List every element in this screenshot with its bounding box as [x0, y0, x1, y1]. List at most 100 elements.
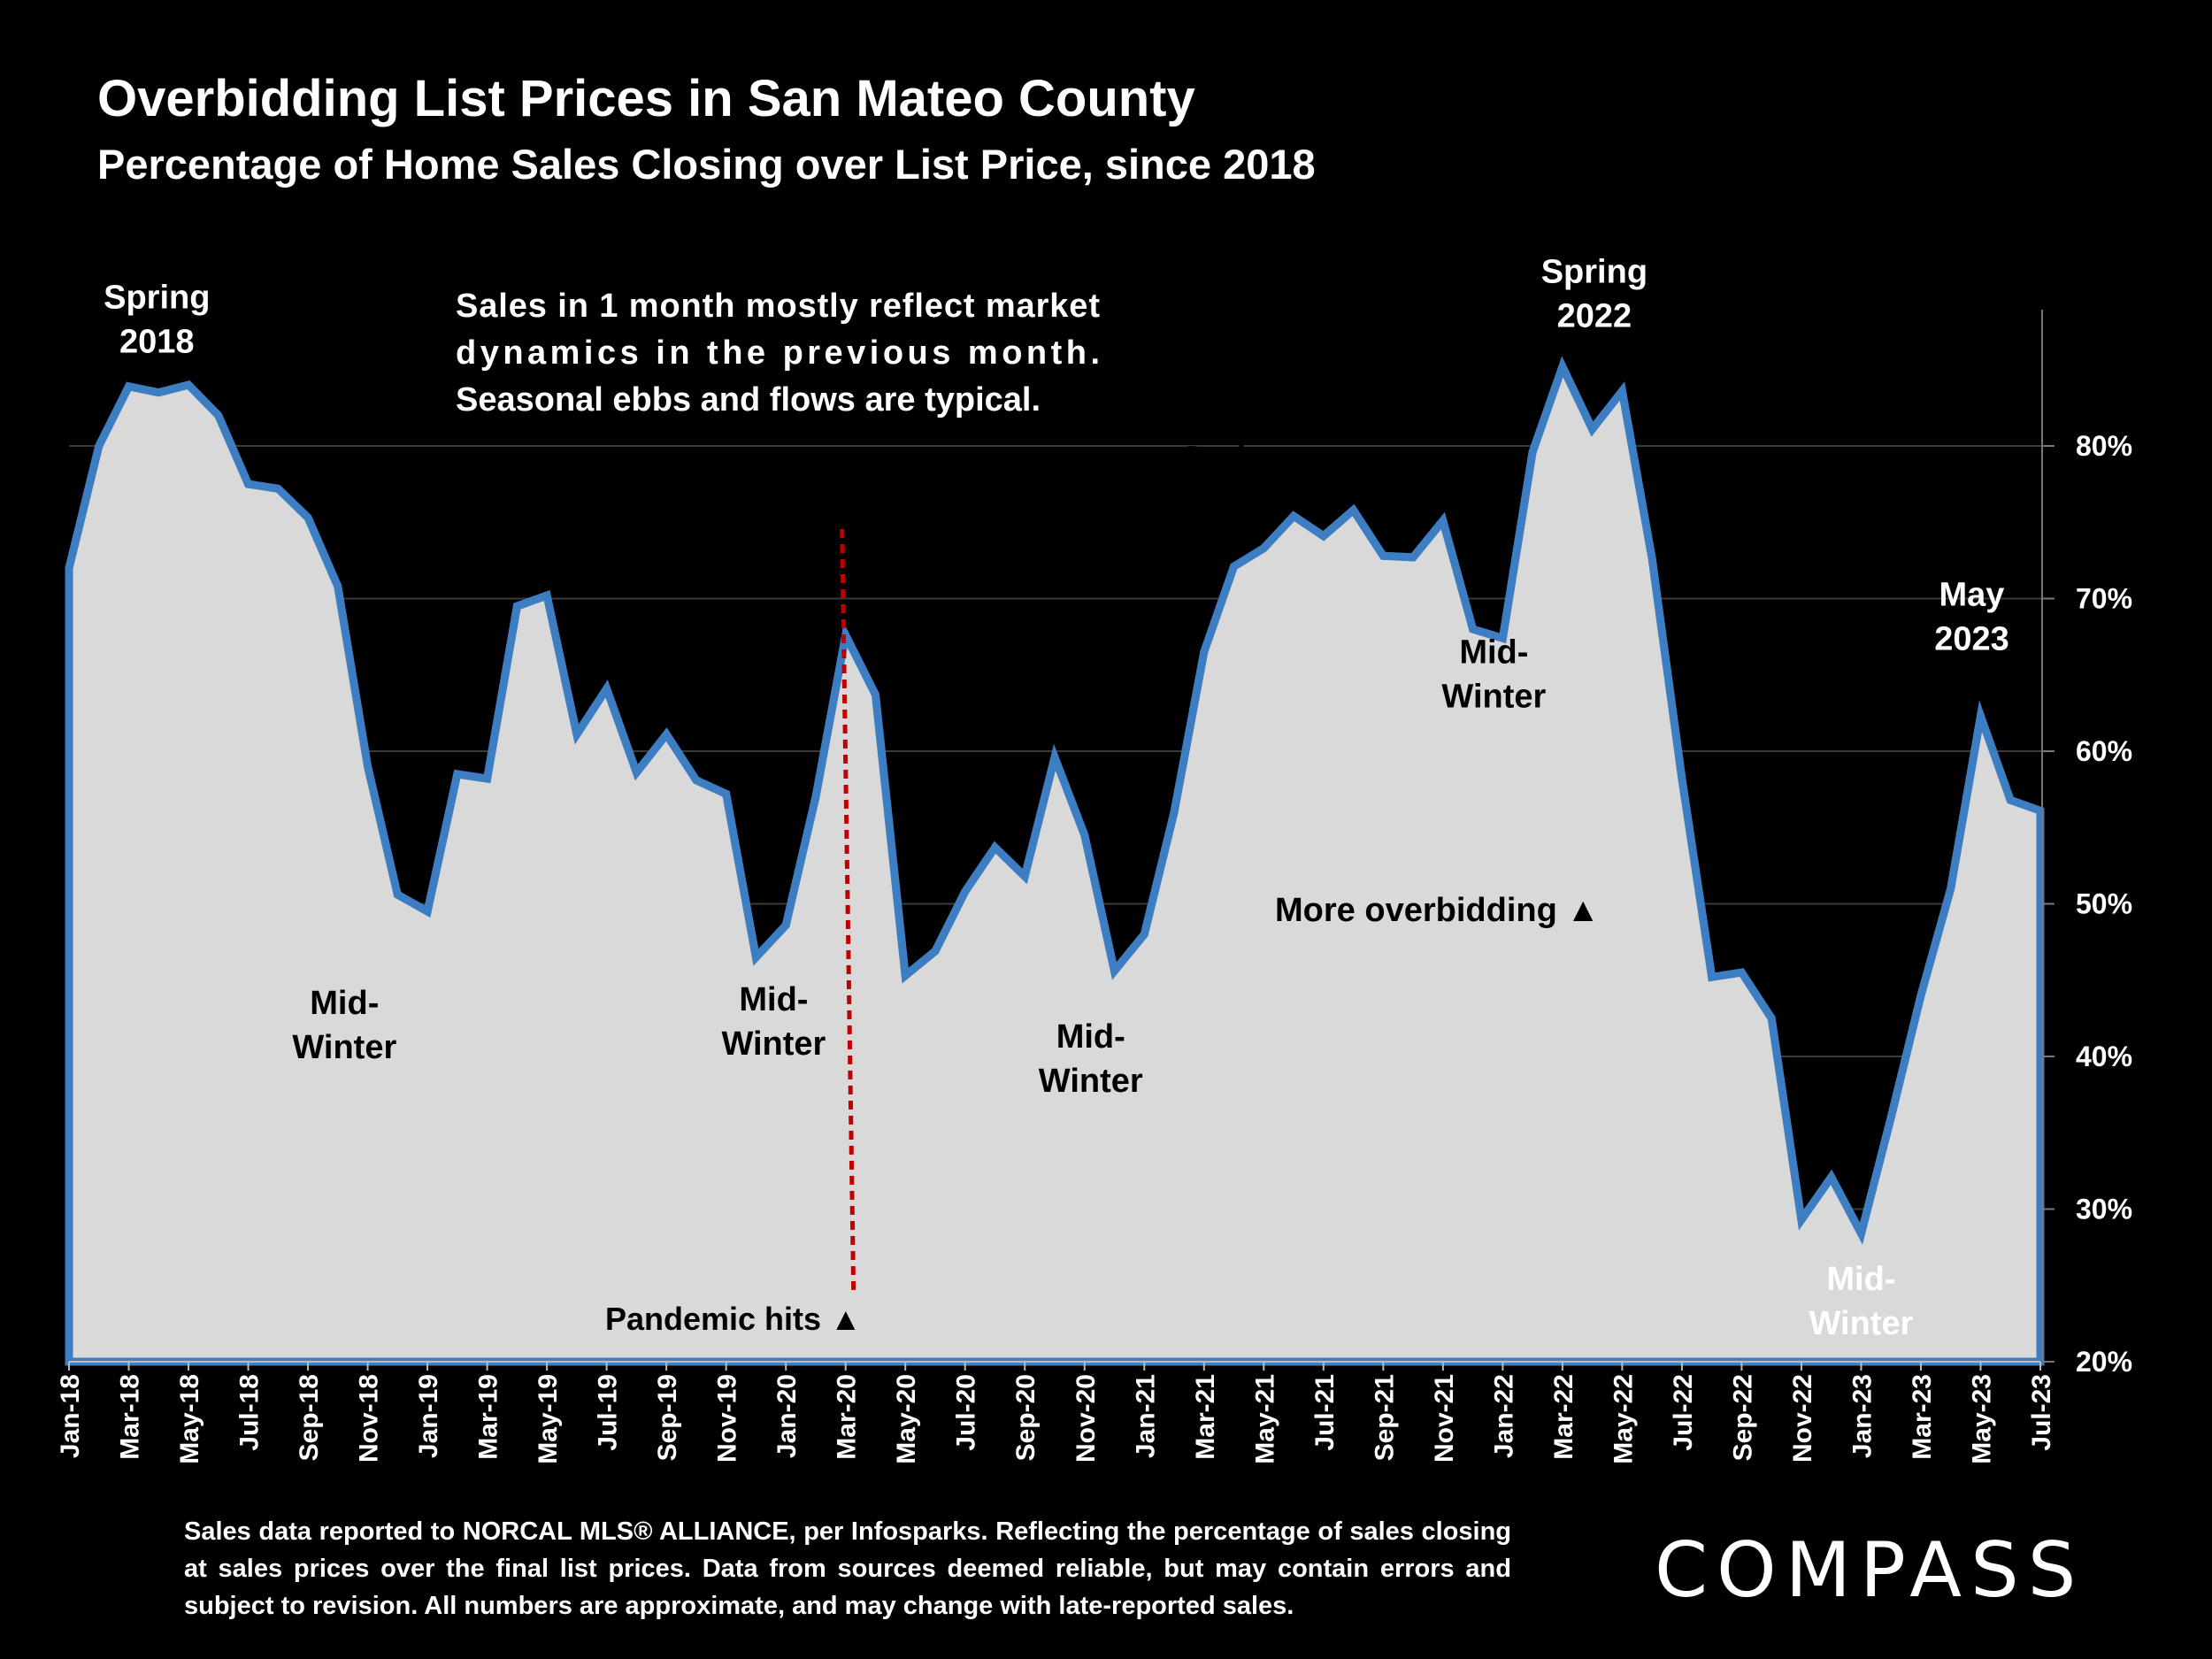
x-tick-label: Jan-21 — [1131, 1374, 1160, 1458]
market-note: Sales in 1 month mostly reflect market dy… — [456, 288, 1100, 419]
data-point — [1977, 711, 1985, 720]
x-tick-label: Mar-23 — [1908, 1374, 1937, 1460]
data-point — [1080, 831, 1089, 840]
x-tick-label: Sep-20 — [1011, 1374, 1041, 1461]
data-point — [1588, 425, 1597, 434]
data-point — [125, 382, 133, 391]
x-tick-label: May-21 — [1250, 1374, 1279, 1464]
data-point — [991, 843, 999, 852]
data-point — [1528, 448, 1537, 457]
data-point — [1170, 808, 1179, 817]
data-point — [632, 768, 641, 777]
data-point — [154, 388, 163, 397]
data-point — [1349, 506, 1358, 514]
data-point — [2036, 806, 2045, 815]
season-label: Mid-Winter — [721, 981, 826, 1063]
season-label: Spring 2019 — [494, 497, 600, 579]
data-point — [872, 690, 879, 699]
source-footnote: Sales data reported to NORCAL MLS® ALLIA… — [184, 1517, 1511, 1620]
data-point — [1827, 1172, 1836, 1181]
y-tick-label: 80% — [2076, 430, 2132, 462]
data-point — [603, 684, 611, 693]
x-tick-label: Sep-22 — [1728, 1374, 1757, 1461]
data-point — [214, 411, 223, 419]
x-tick-label: May-23 — [1967, 1374, 1996, 1464]
season-label: Spring 2021 — [1180, 440, 1286, 521]
data-point — [1319, 532, 1328, 541]
data-point — [512, 602, 521, 611]
x-tick-label: Jul-23 — [2027, 1374, 2056, 1451]
data-point — [184, 380, 193, 389]
x-tick-label: Nov-18 — [355, 1374, 384, 1463]
season-label: Mid-Winter — [1441, 634, 1546, 715]
data-point — [65, 564, 73, 572]
data-point — [1439, 517, 1448, 525]
x-tick-label: Nov-19 — [713, 1374, 742, 1463]
x-tick-label: Jan-19 — [414, 1374, 443, 1458]
x-tick-label: Sep-21 — [1370, 1374, 1399, 1461]
x-tick-label: Nov-21 — [1430, 1374, 1459, 1463]
annotations: Pandemic hits ▲ Spring 2018 Spring 2019 Sprin… — [104, 253, 2009, 1342]
data-point — [1140, 930, 1148, 939]
axes: 80% 70% 60% 50% 40% 30% 20% Jan-18 Mar-18 May-18 J… — [56, 310, 2132, 1464]
data-point — [1678, 774, 1686, 783]
x-tick-label: Sep-19 — [653, 1374, 682, 1461]
data-point — [901, 972, 910, 980]
data-point — [303, 513, 312, 522]
data-point — [1498, 634, 1507, 642]
x-tick-label: Mar-20 — [833, 1374, 862, 1460]
data-point — [1469, 625, 1478, 634]
x-tick-label: Mar-18 — [116, 1374, 145, 1460]
data-point — [1916, 991, 1925, 1000]
chart-title: Overbidding List Prices in San Mateo Cou… — [97, 70, 1195, 127]
x-tick-label: Mar-19 — [474, 1374, 503, 1460]
data-point — [781, 921, 790, 930]
data-point — [1708, 972, 1717, 981]
data-point — [722, 789, 731, 798]
x-tick-label: Jul-18 — [235, 1374, 265, 1451]
y-tick-label: 40% — [2076, 1041, 2132, 1072]
x-tick-label: Jan-20 — [772, 1374, 802, 1458]
data-point — [542, 591, 551, 600]
data-point — [1886, 1113, 1895, 1122]
compass-logo: COMPASS — [1655, 1526, 2085, 1615]
season-label: Mid-Winter — [292, 985, 396, 1066]
data-point — [244, 480, 252, 488]
x-tick-label: May-20 — [892, 1374, 921, 1464]
x-tick-label: Nov-22 — [1788, 1374, 1817, 1463]
y-tick-label: 70% — [2076, 583, 2132, 615]
x-tick-label: May-18 — [175, 1374, 204, 1464]
data-point — [931, 947, 940, 956]
data-point — [692, 776, 701, 785]
y-tick-label: 30% — [2076, 1194, 2132, 1225]
data-point — [1737, 968, 1746, 977]
season-label: Spring 2018 — [104, 280, 210, 361]
area-chart: 80% 70% 60% 50% 40% 30% 20% Jan-18 Mar-18 May-18 J… — [56, 253, 2132, 1464]
y-tick-label: 20% — [2076, 1346, 2132, 1378]
x-tick-label: Jan-18 — [56, 1374, 85, 1458]
x-tick-label: Mar-22 — [1549, 1374, 1578, 1460]
season-label: Fall 2020 — [1018, 649, 1093, 730]
pandemic-marker-line — [840, 528, 856, 1294]
data-point — [364, 762, 373, 771]
x-tick-label: Jan-23 — [1847, 1374, 1877, 1458]
data-point — [1259, 544, 1268, 553]
data-point — [1797, 1216, 1806, 1225]
x-tick-label: May-22 — [1609, 1374, 1638, 1464]
data-point — [95, 442, 104, 450]
data-point — [662, 730, 671, 739]
data-point — [811, 793, 820, 802]
data-point — [1230, 562, 1238, 571]
season-label: Spring 2022 — [1541, 253, 1647, 334]
x-tick-label: Nov-20 — [1071, 1374, 1101, 1463]
x-tick-label: Jul-20 — [952, 1374, 981, 1451]
data-point — [2006, 795, 2015, 804]
season-label: Mid-Winter — [1039, 1018, 1143, 1100]
season-label: Mid-Winter — [1809, 1261, 1914, 1342]
data-point — [751, 953, 760, 962]
plot-area — [65, 356, 2045, 1366]
data-point — [1110, 966, 1118, 975]
data-point — [961, 887, 970, 896]
data-point — [1379, 551, 1387, 560]
x-tick-label: Jul-19 — [594, 1374, 623, 1451]
